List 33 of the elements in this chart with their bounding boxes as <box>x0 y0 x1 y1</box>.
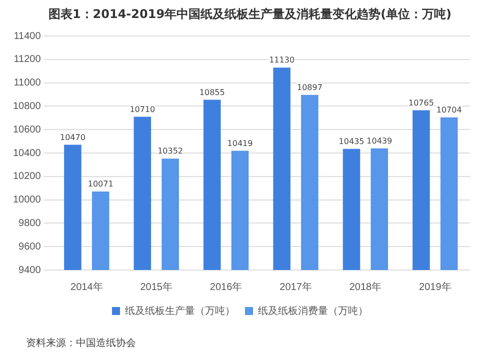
y-tick-label: 9600 <box>18 241 42 252</box>
x-tick-label: 2018年 <box>349 280 382 293</box>
data-label: 11130 <box>269 56 295 65</box>
x-tick-label: 2019年 <box>419 280 452 293</box>
x-tick-label: 2017年 <box>280 280 312 293</box>
y-tick-label: 10200 <box>12 171 42 182</box>
x-tick-label: 2014年 <box>70 280 103 293</box>
y-tick-label: 9800 <box>18 218 42 229</box>
data-label: 10765 <box>408 98 434 108</box>
data-label: 10704 <box>436 106 462 115</box>
data-label: 10352 <box>158 146 184 156</box>
x-tick-label: 2016年 <box>210 280 242 293</box>
data-label: 10071 <box>88 180 114 189</box>
y-tick-label: 11200 <box>14 54 42 66</box>
data-label: 10439 <box>366 136 392 146</box>
data-label: 10897 <box>296 82 322 92</box>
data-label: 10710 <box>130 104 156 114</box>
data-label: 10470 <box>60 132 86 142</box>
legend-label: 纸及纸板消费量（万吨） <box>258 304 368 317</box>
y-tick-label: 9400 <box>18 264 42 276</box>
chart-title: 图表1：2014-2019年中国纸及纸板生产量及消耗量变化趋势(单位：万吨) <box>47 6 453 23</box>
x-tick-label: 2015年 <box>140 280 172 293</box>
data-label: 10419 <box>227 138 253 148</box>
y-tick-label: 11000 <box>14 78 42 89</box>
y-tick-label: 10600 <box>12 124 42 136</box>
y-tick-label: 11400 <box>14 30 42 42</box>
text: 资料来源：中国造纸协会 <box>26 336 136 350</box>
data-label: 10855 <box>199 88 225 97</box>
legend-label: 纸及纸板生产量（万吨） <box>125 304 235 317</box>
y-tick-label: 10400 <box>12 148 42 159</box>
y-tick-label: 10000 <box>12 194 42 206</box>
data-label: 10435 <box>338 136 364 146</box>
y-tick-label: 10800 <box>12 100 42 112</box>
